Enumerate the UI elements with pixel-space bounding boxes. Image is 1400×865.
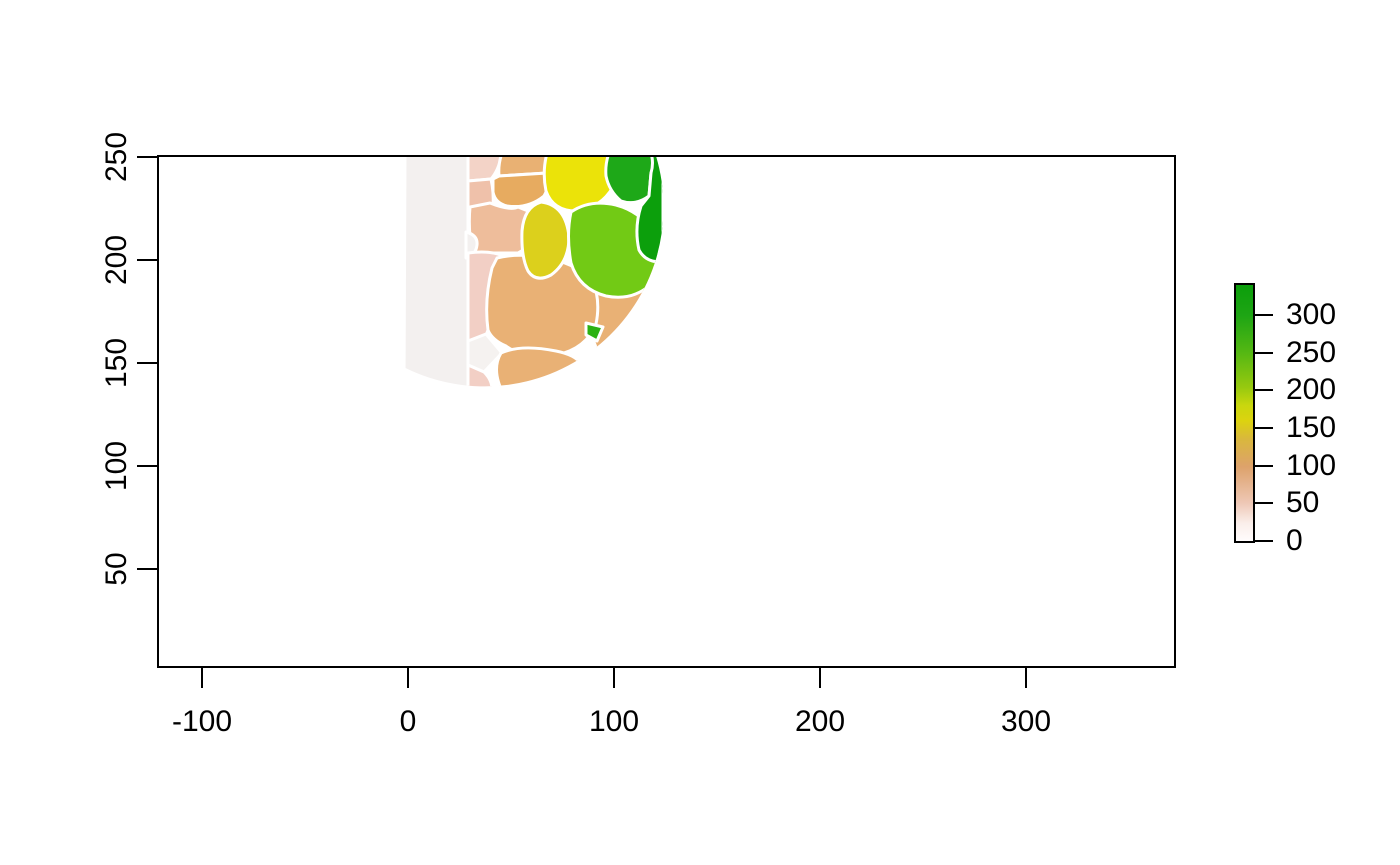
y-axis-tick [137,362,157,364]
x-axis-tick-label: 100 [588,705,640,738]
legend-tick-label: 200 [1286,373,1337,406]
legend-tick [1253,465,1273,467]
x-axis-tick [819,668,821,688]
legend-tick-label: 50 [1286,486,1320,519]
y-axis-tick-label: 100 [100,440,133,492]
legend-tick-label: 300 [1286,298,1337,331]
plot-box [157,155,1176,668]
legend-tick [1253,427,1273,429]
legend-tick [1253,314,1273,316]
legend-tick-label: 150 [1286,411,1337,444]
segment-tan-big-bottom [485,253,600,358]
legend-tick [1253,540,1273,542]
legend-colorbar [1234,283,1255,543]
segmented-region-canvas [405,156,664,387]
y-axis-tick [137,156,157,158]
y-axis-tick [137,465,157,467]
y-axis-tick [137,259,157,261]
segment-white-diamond [466,332,504,374]
y-axis-tick-label: 250 [100,131,133,183]
x-axis-tick [613,668,615,688]
legend-tick [1253,352,1273,354]
x-axis-tick [407,668,409,688]
y-axis-tick-label: 50 [100,552,133,586]
y-axis-tick-label: 200 [100,234,133,286]
segment-gray-left-band [405,156,470,387]
segment-green-sliver [584,321,605,343]
x-axis-tick-label: 300 [1000,705,1052,738]
x-axis-tick-label: -100 [171,705,233,738]
legend-tick-label: 100 [1286,449,1337,482]
x-axis-tick [1025,668,1027,688]
legend-tick-label: 0 [1286,524,1303,557]
x-axis-tick-label: 200 [794,705,846,738]
x-axis-tick [201,668,203,688]
y-axis-tick-label: 150 [100,337,133,389]
segment-pink-bottom [466,363,494,387]
y-axis-tick [137,568,157,570]
legend-tick [1253,502,1273,504]
x-axis-tick-label: 0 [399,705,417,738]
legend-tick-label: 250 [1286,336,1337,369]
segment-dark-green-right [635,156,664,264]
legend-tick [1253,389,1273,391]
